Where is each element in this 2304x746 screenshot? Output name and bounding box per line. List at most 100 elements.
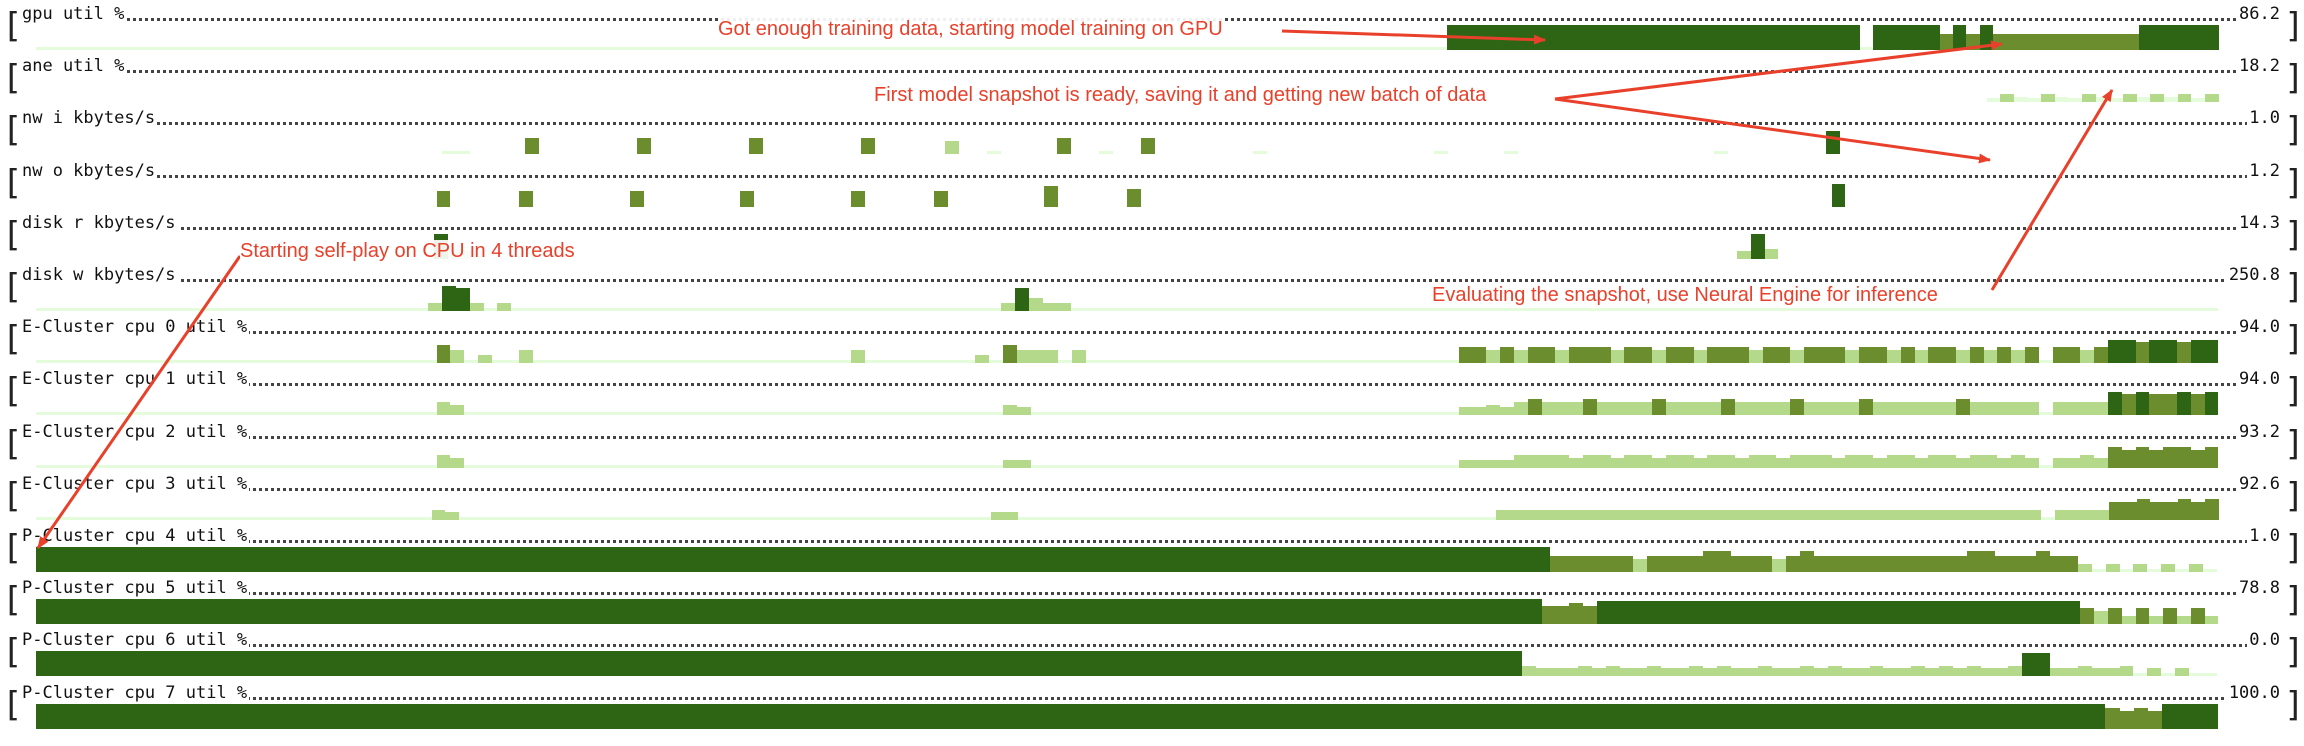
history-sample <box>1140 308 1155 311</box>
history-sample <box>1966 666 1981 677</box>
history-sample <box>1306 412 1321 416</box>
row-bracket-right: ] <box>2284 528 2304 568</box>
history-sample <box>1210 308 1225 311</box>
history-sample <box>1800 551 1814 572</box>
metric-row: [nw o kbytes/s 1.2] <box>0 157 2304 209</box>
history-sample <box>284 412 299 416</box>
history-sample <box>878 599 893 625</box>
history-sample <box>2107 392 2122 416</box>
history-sample <box>1196 360 1211 364</box>
history-sample <box>2139 25 2153 50</box>
history-sample <box>794 47 809 50</box>
history-sample <box>499 516 514 520</box>
history-sample <box>2204 616 2219 625</box>
history-sample <box>1274 703 1289 729</box>
history-sample <box>2149 340 2164 364</box>
history-sample <box>740 599 755 625</box>
history-sample <box>444 703 459 729</box>
history-sample <box>595 47 609 50</box>
history-sample <box>643 464 658 468</box>
history-sample <box>1809 509 1823 520</box>
history-sample <box>1556 703 1571 729</box>
history-sample <box>77 464 92 468</box>
history-sample <box>2052 457 2067 468</box>
history-sample <box>464 464 478 468</box>
history-sample <box>89 47 103 50</box>
history-sample <box>1522 509 1537 520</box>
history-sample <box>2066 457 2081 468</box>
history-sample <box>1181 516 1196 520</box>
history-sample <box>1334 599 1349 625</box>
history-sample <box>1334 360 1349 364</box>
history-sample <box>1280 308 1295 311</box>
history-sample <box>1460 25 1474 50</box>
history-sample <box>2027 509 2042 520</box>
history-sample <box>1679 402 1694 416</box>
history-sample <box>174 464 188 468</box>
history-sample <box>1913 25 1927 50</box>
history-sample <box>2133 564 2148 572</box>
history-sample <box>1899 25 1914 50</box>
history-sample <box>712 599 727 625</box>
history-sample <box>1758 556 1773 572</box>
history-sample <box>740 464 755 468</box>
history-sample <box>161 547 175 572</box>
history-sample <box>91 547 106 572</box>
history-sample <box>229 599 244 625</box>
history-sample <box>78 703 93 729</box>
history-sample <box>243 360 257 364</box>
history-sample <box>2038 412 2053 416</box>
history-sample <box>466 651 481 677</box>
history-sample <box>1853 308 1868 311</box>
history-sample <box>36 47 50 50</box>
history-sample <box>864 599 879 625</box>
history-sample <box>1570 703 1585 729</box>
history-sample <box>49 651 64 677</box>
history-sample <box>922 703 937 729</box>
history-sample <box>147 308 162 311</box>
history-sample <box>933 360 948 364</box>
history-sample <box>235 47 249 50</box>
history-sample <box>808 47 822 50</box>
history-sample <box>1303 703 1318 729</box>
history-sample <box>1672 509 1687 520</box>
history-sample <box>1168 516 1182 520</box>
history-sample <box>1997 457 2012 468</box>
history-sample <box>76 516 91 520</box>
history-sample <box>2121 340 2136 364</box>
history-sample <box>2099 34 2113 50</box>
history-sample <box>1897 668 1912 677</box>
history-sample <box>1007 703 1022 729</box>
history-sample <box>1236 516 1251 520</box>
history-sample <box>866 703 881 729</box>
history-sample <box>1700 308 1715 311</box>
history-sample <box>1050 547 1064 572</box>
history-sample <box>519 599 534 625</box>
history-sample <box>105 412 119 416</box>
history-sample <box>1721 454 1735 468</box>
history-sample <box>2094 347 2108 364</box>
history-sample <box>897 651 912 677</box>
history-sample <box>2179 25 2193 50</box>
history-sample <box>1541 606 1556 625</box>
history-sample <box>2094 402 2108 416</box>
history-sample <box>2105 564 2120 572</box>
history-sample <box>2105 308 2120 311</box>
history-sample <box>367 412 382 416</box>
history-sample <box>1610 350 1625 364</box>
history-sample <box>1154 464 1169 468</box>
history-sample <box>944 141 959 155</box>
history-sample <box>2163 608 2177 625</box>
history-sample <box>155 47 170 50</box>
history-sample <box>1563 668 1578 677</box>
history-sample <box>1016 407 1031 416</box>
history-sample <box>2011 350 2025 364</box>
history-sample <box>1817 347 1832 364</box>
history-sample <box>633 547 648 572</box>
history-sample <box>1804 402 1818 416</box>
metric-label: E-Cluster cpu 3 util % <box>22 473 250 494</box>
history-sample <box>519 464 534 468</box>
history-sample <box>1596 402 1611 416</box>
history-sample <box>1675 556 1689 572</box>
history-sample <box>1939 34 1953 50</box>
